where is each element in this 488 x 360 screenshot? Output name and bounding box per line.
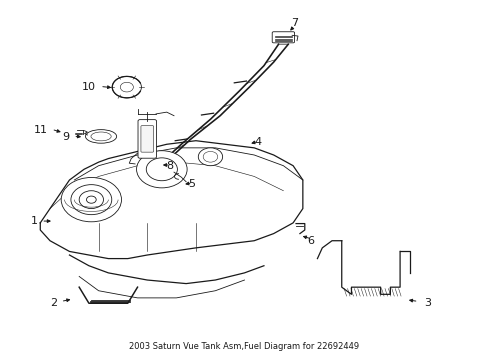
Circle shape	[79, 191, 103, 208]
Text: 5: 5	[188, 179, 195, 189]
Polygon shape	[341, 241, 399, 294]
Circle shape	[146, 158, 177, 181]
Ellipse shape	[85, 130, 116, 143]
Circle shape	[203, 152, 217, 162]
Circle shape	[71, 185, 112, 215]
Text: 1: 1	[31, 216, 38, 226]
Text: 7: 7	[290, 18, 297, 28]
Text: 9: 9	[62, 132, 69, 142]
Circle shape	[136, 151, 187, 188]
Text: 10: 10	[82, 82, 96, 92]
Text: 4: 4	[254, 138, 261, 148]
Text: 3: 3	[424, 298, 430, 308]
FancyBboxPatch shape	[141, 126, 153, 152]
Circle shape	[86, 196, 96, 203]
Circle shape	[61, 177, 121, 222]
Text: 11: 11	[34, 125, 47, 135]
FancyBboxPatch shape	[272, 32, 294, 43]
Text: 2: 2	[50, 298, 57, 308]
FancyBboxPatch shape	[138, 120, 156, 158]
Text: 6: 6	[307, 236, 314, 246]
Text: 2003 Saturn Vue Tank Asm,Fuel Diagram for 22692449: 2003 Saturn Vue Tank Asm,Fuel Diagram fo…	[129, 342, 359, 351]
Polygon shape	[40, 141, 302, 258]
Circle shape	[112, 76, 141, 98]
Circle shape	[120, 82, 133, 92]
Circle shape	[198, 148, 222, 166]
Ellipse shape	[91, 132, 111, 141]
Text: 8: 8	[166, 161, 173, 171]
